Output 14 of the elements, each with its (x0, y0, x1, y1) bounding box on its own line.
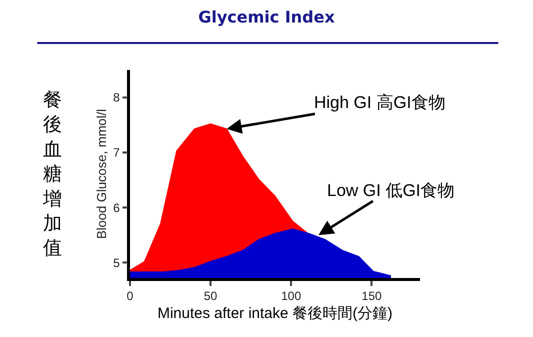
y-tick-label: 7 (113, 146, 120, 160)
y-tick-label: 6 (113, 200, 120, 215)
y-tick-label: 5 (113, 256, 120, 270)
y-tick-label: 8 (113, 90, 120, 105)
chart-title: Glycemic Index (198, 7, 336, 26)
text: 餐後血糖增加值 (42, 90, 62, 260)
annotation: Low GI 低GI食物 (327, 181, 455, 200)
y-axis-title: Blood Glucose, mmol/l (94, 108, 110, 240)
annotation: High GI 高GI食物 (314, 93, 446, 112)
x-tick-label: 0 (126, 289, 134, 304)
x-tick-label: 150 (362, 289, 382, 304)
x-tick-label: 100 (281, 289, 302, 304)
x-tick-label: 50 (204, 289, 218, 304)
x-axis-title: Minutes after intake 餐後時間(分鐘) (157, 305, 393, 322)
